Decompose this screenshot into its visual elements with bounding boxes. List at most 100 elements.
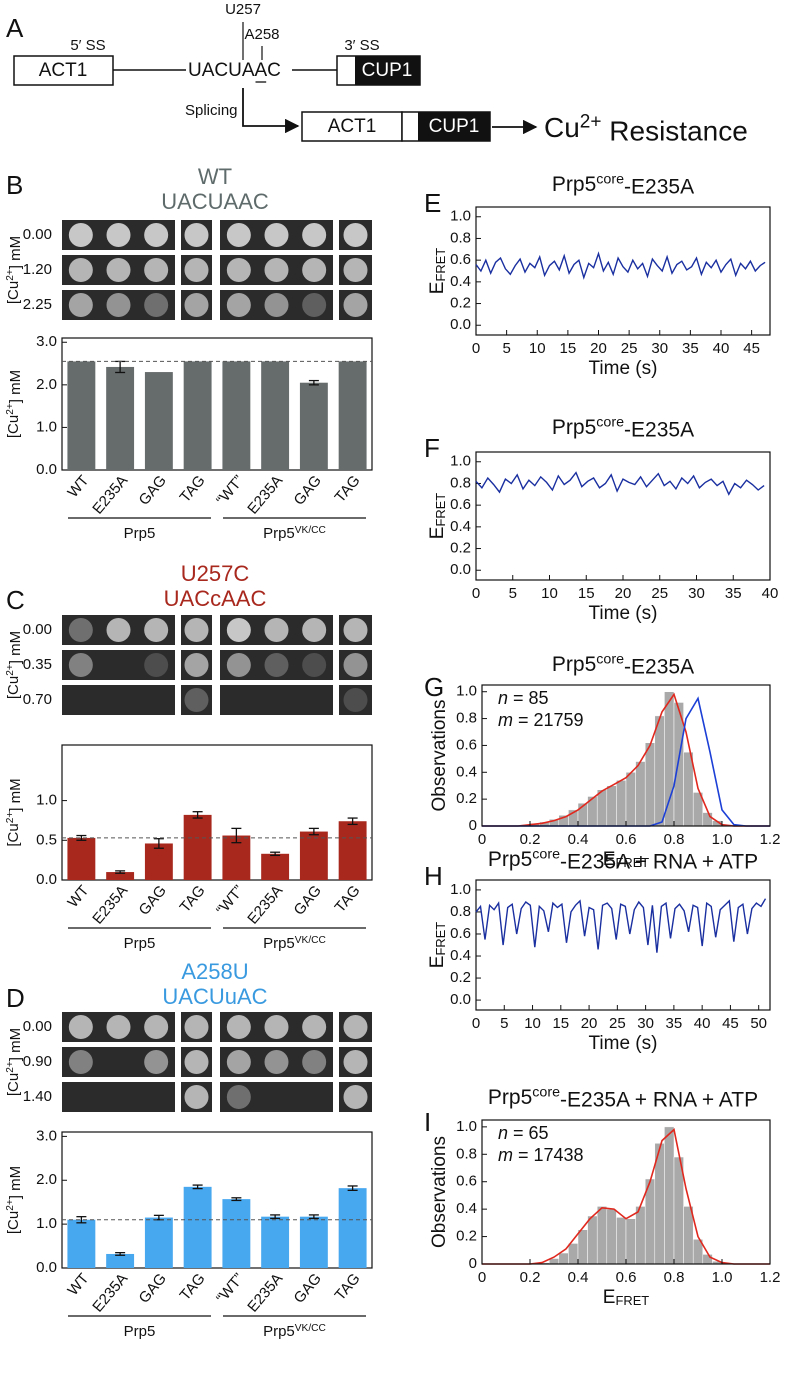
histogram-bar — [664, 1126, 675, 1265]
yeast-spot — [226, 293, 251, 317]
y-tick-label: 0.0 — [450, 561, 471, 578]
y-tick-label: 1.0 — [36, 792, 57, 809]
group-label: Prp5 — [124, 525, 156, 542]
yeast-spot — [343, 688, 368, 712]
yeast-spot — [184, 688, 209, 712]
x-tick-label: 35 — [666, 1015, 683, 1032]
y-tick-label: 0.0 — [36, 1259, 57, 1276]
photo-axis-label: [Cu2+] mM — [5, 631, 24, 699]
histogram-bar — [683, 1206, 694, 1265]
annotation-value: = 85 — [508, 688, 549, 708]
text-part: E — [427, 956, 448, 969]
text-part: Prp5 — [263, 1323, 295, 1340]
bar — [67, 1219, 96, 1268]
bar — [338, 1188, 367, 1268]
fret-trace — [475, 471, 765, 496]
bar — [261, 361, 290, 470]
y-tick-label: 0.8 — [450, 474, 471, 491]
x-tick-label: 40 — [762, 585, 779, 602]
histogram-bar — [702, 812, 713, 827]
y-tick-label: 0.6 — [456, 736, 477, 753]
annotation-value: = 17438 — [513, 1145, 584, 1165]
x-tick-label: 0.4 — [568, 831, 589, 848]
text-part: -E235A — [624, 655, 694, 678]
x-axis-label: Time (s) — [589, 1033, 658, 1054]
subscript: FRET — [615, 855, 649, 870]
y-tick-label: 0.0 — [450, 316, 471, 333]
y-tick-label: 2.0 — [36, 376, 57, 393]
fret-trace — [475, 898, 767, 953]
y-tick-label: 0.4 — [450, 518, 471, 535]
panel-letter: B — [6, 170, 23, 200]
text-part: ] mM — [7, 1028, 24, 1061]
yeast-spot — [264, 293, 289, 317]
x-tick-label: E235A — [244, 882, 286, 927]
bar — [338, 361, 367, 470]
x-tick-label: 15 — [560, 340, 577, 357]
x-tick-label: 5 — [509, 585, 517, 602]
group-label: Prp5VK/CC — [263, 525, 326, 542]
x-tick-label: 10 — [524, 1015, 541, 1032]
bar — [338, 821, 367, 880]
annotation-value: = 21759 — [513, 710, 584, 730]
yeast-spot — [343, 618, 368, 642]
subscript: FRET — [433, 493, 448, 527]
yeast-spot — [264, 1050, 289, 1074]
concentration-label: 0.35 — [23, 656, 52, 673]
text-part: ] mM — [7, 1166, 24, 1199]
text-part: [Cu — [5, 1211, 22, 1234]
y-tick-label: 1.0 — [36, 418, 57, 435]
yeast-spot — [184, 653, 209, 677]
bar — [222, 361, 251, 470]
x-tick-label: 5 — [500, 1015, 508, 1032]
histogram-bar — [635, 761, 646, 827]
text-part: ] mM — [7, 778, 24, 811]
x-tick-label: 10 — [541, 585, 558, 602]
x-tick-label: TAG — [177, 882, 209, 916]
splicing-arrow — [242, 88, 300, 134]
y-tick-label: 1.0 — [456, 683, 477, 700]
x-tick-label: “WT” — [213, 882, 247, 918]
yeast-spot — [144, 618, 169, 642]
bar — [183, 361, 212, 470]
spot-photo — [220, 1082, 333, 1112]
x-tick-label: TAG — [177, 472, 209, 506]
x-tick-label: E235A — [89, 472, 131, 517]
superscript: core — [532, 1084, 560, 1100]
x-tick-label: GAG — [136, 1270, 170, 1306]
yeast-spot — [184, 1050, 209, 1074]
plot-frame — [61, 1131, 373, 1269]
y-tick-label: 3.0 — [36, 1127, 57, 1144]
x-tick-label: 45 — [743, 340, 760, 357]
x-tick-label: 30 — [637, 1015, 654, 1032]
text-part: -E235A — [624, 418, 694, 441]
y-tick-label: 0.2 — [450, 969, 471, 986]
y-tick-label: 2.0 — [36, 1171, 57, 1188]
x-tick-label: 40 — [713, 340, 730, 357]
yeast-spot — [343, 293, 368, 317]
y-tick-label: 0.8 — [456, 710, 477, 727]
axis-label: [Cu2+] mM — [5, 778, 24, 846]
text-part: ] mM — [7, 370, 24, 403]
x-tick-label: 0.8 — [664, 1269, 685, 1286]
error-bar — [76, 1216, 87, 1224]
yeast-spot — [226, 223, 251, 247]
bar — [144, 1217, 173, 1268]
error-bar — [115, 870, 126, 874]
text-part: Prp5 — [124, 525, 156, 542]
text-part: ] mM — [7, 631, 24, 664]
text-part: E — [427, 527, 448, 540]
x-tick-label: 10 — [529, 340, 546, 357]
panel-letter: I — [424, 1107, 431, 1137]
yeast-spot — [302, 258, 327, 282]
y-tick-label: 1.0 — [450, 208, 471, 225]
histogram-bar — [644, 742, 656, 827]
yeast-spot — [184, 258, 209, 282]
x-axis-label: EFRET — [603, 849, 650, 870]
exon-box — [13, 55, 114, 86]
y-tick-label: 0.2 — [456, 790, 477, 807]
yeast-spot — [68, 293, 93, 317]
x-tick-label: 0.6 — [616, 831, 637, 848]
yeast-spot — [106, 1015, 131, 1039]
annotation-variable: m — [498, 710, 513, 730]
